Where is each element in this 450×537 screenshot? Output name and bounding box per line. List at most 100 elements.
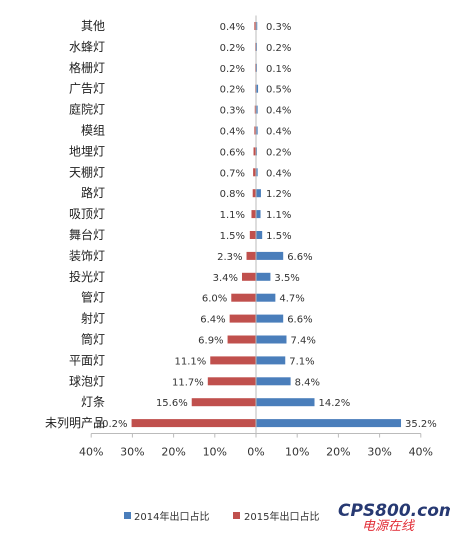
x-tick-label: 40% <box>79 446 103 459</box>
watermark-logo: CPS800.com 电源在线 <box>338 501 450 534</box>
bar-2015 <box>131 419 256 428</box>
data-label-2015: 0.3% <box>220 106 245 117</box>
category-label: 装饰灯 <box>69 249 105 263</box>
category-label: 地埋灯 <box>69 144 105 158</box>
category-label: 未列明产品 <box>45 416 105 430</box>
data-label-2015: 1.5% <box>220 231 245 242</box>
category-label: 模组 <box>81 124 105 138</box>
legend-label-2014: 2014年出口占比 <box>134 510 209 523</box>
bar-2015 <box>254 22 256 30</box>
data-label-2014: 14.2% <box>319 398 351 409</box>
category-label: 吸顶灯 <box>69 207 105 221</box>
data-label-2015: 15.6% <box>156 398 188 409</box>
data-label-2015: 0.2% <box>220 43 245 54</box>
data-label-2014: 0.1% <box>266 64 291 75</box>
data-label-2014: 3.5% <box>274 273 299 284</box>
data-label-2014: 7.4% <box>290 336 315 347</box>
category-label: 管灯 <box>81 290 105 305</box>
bar-2014 <box>256 251 284 260</box>
bar-2014 <box>256 22 258 30</box>
bar-2015 <box>253 147 256 156</box>
bar-2015 <box>191 398 256 407</box>
data-label-2015: 30.2% <box>96 419 128 430</box>
series-2015-bars <box>131 22 257 428</box>
category-label: 平面灯 <box>69 353 105 367</box>
data-label-2014: 4.7% <box>279 294 304 305</box>
data-label-2014: 0.2% <box>266 147 291 158</box>
category-label: 广告灯 <box>69 82 105 96</box>
legend: 2014年出口占比 2015年出口占比 <box>124 510 319 523</box>
category-label: 路灯 <box>81 185 105 200</box>
data-label-2014: 0.3% <box>266 22 291 33</box>
x-tick-label: 20% <box>161 446 185 459</box>
category-label: 格栅灯 <box>69 60 105 75</box>
watermark-sub: 电源在线 <box>362 519 415 534</box>
data-label-2014: 8.4% <box>295 377 320 388</box>
data-label-2014: 6.6% <box>287 252 312 263</box>
bar-2014 <box>256 189 261 198</box>
bar-2014 <box>256 419 402 428</box>
data-label-2015: 11.7% <box>172 377 204 388</box>
x-tick-label: 40% <box>409 446 433 459</box>
bar-2014 <box>256 398 315 407</box>
bar-2015 <box>241 272 256 281</box>
category-label: 舞台灯 <box>69 227 105 242</box>
bar-2014 <box>256 210 261 219</box>
series-2015-labels: 0.4% 0.2% 0.2% 0.2% 0.3% 0.4% 0.6% 0.7% 0.8% 1.1%… <box>96 22 245 430</box>
category-label: 筒灯 <box>81 332 105 347</box>
bar-2014 <box>256 356 286 365</box>
data-label-2014: 1.2% <box>266 189 291 200</box>
x-tick-label: 20% <box>326 446 350 459</box>
data-label-2015: 0.4% <box>220 127 245 138</box>
legend-label-2015: 2015年出口占比 <box>244 510 319 523</box>
data-label-2015: 0.4% <box>220 22 245 33</box>
category-labels: 其他水蜂灯格栅灯广告灯庭院灯模组地埋灯天棚灯路灯吸顶灯舞台灯装饰灯投光灯管灯射灯… <box>45 19 105 430</box>
series-2014-labels: 0.3% 0.2% 0.1% 0.5% 0.4% 0.4% 0.2% 0.4% 1.2% 1.1%… <box>266 22 437 430</box>
data-label-2014: 0.5% <box>266 85 291 96</box>
category-label: 射灯 <box>81 311 105 326</box>
bar-2014 <box>256 84 259 93</box>
data-label-2014: 0.4% <box>266 168 291 179</box>
bar-2015 <box>254 105 256 114</box>
legend-swatch-2015 <box>233 512 240 519</box>
data-label-2015: 0.2% <box>220 64 245 75</box>
bar-2014 <box>256 105 258 114</box>
x-tick-label: 0% <box>247 446 264 459</box>
data-label-2015: 0.2% <box>220 85 245 96</box>
data-label-2015: 1.1% <box>220 210 245 221</box>
legend-swatch-2014 <box>124 512 131 519</box>
category-label: 投光灯 <box>69 269 105 284</box>
bar-2014 <box>256 126 258 135</box>
bar-2014 <box>256 231 263 239</box>
x-tick-label: 30% <box>367 446 391 459</box>
data-label-2014: 6.6% <box>287 315 312 326</box>
category-label: 灯条 <box>81 395 105 409</box>
category-label: 天棚灯 <box>69 164 105 179</box>
category-label: 其他 <box>81 19 105 33</box>
bar-2015 <box>227 335 256 344</box>
x-tick-label: 30% <box>120 446 144 459</box>
bar-2014 <box>256 377 291 386</box>
data-label-2015: 0.7% <box>220 168 245 179</box>
data-label-2015: 2.3% <box>217 252 242 263</box>
data-label-2014: 35.2% <box>405 419 437 430</box>
category-label: 水蜂灯 <box>69 40 105 54</box>
data-label-2015: 0.6% <box>220 147 245 158</box>
bar-2014 <box>256 335 287 344</box>
bar-2014 <box>256 314 284 323</box>
bar-2015 <box>229 314 256 323</box>
bar-2014 <box>256 168 258 177</box>
x-tick-label: 10% <box>285 446 309 459</box>
data-label-2014: 7.1% <box>289 356 314 367</box>
data-label-2015: 11.1% <box>174 356 206 367</box>
data-label-2014: 1.1% <box>266 210 291 221</box>
bar-2015 <box>231 293 256 302</box>
bar-2015 <box>246 251 256 260</box>
data-label-2015: 6.9% <box>198 336 223 347</box>
bar-2015 <box>253 168 256 177</box>
data-label-2014: 0.2% <box>266 43 291 54</box>
category-label: 球泡灯 <box>69 374 105 388</box>
bar-2015 <box>252 189 256 198</box>
data-label-2014: 1.5% <box>266 231 291 242</box>
